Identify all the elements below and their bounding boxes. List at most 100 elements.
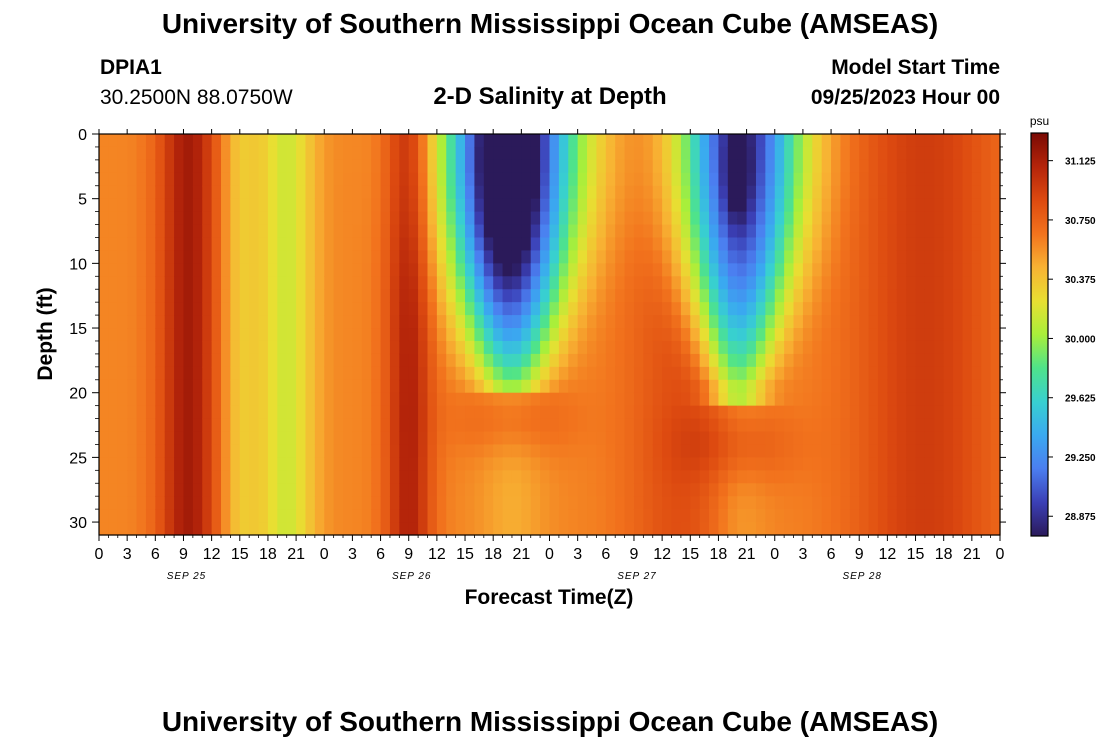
heatmap-cell bbox=[183, 172, 194, 187]
heatmap-cell bbox=[624, 431, 635, 446]
heatmap-cell bbox=[587, 483, 598, 497]
heatmap-cell bbox=[352, 470, 363, 484]
heatmap-cell bbox=[812, 328, 823, 342]
heatmap-cell bbox=[164, 237, 175, 252]
heatmap-cell bbox=[605, 379, 616, 394]
heatmap-cell bbox=[314, 302, 325, 316]
heatmap-cell bbox=[699, 483, 710, 497]
heatmap-cell bbox=[296, 470, 307, 484]
heatmap-cell bbox=[258, 289, 269, 303]
heatmap-cell bbox=[605, 470, 616, 484]
heatmap-cell bbox=[211, 522, 222, 536]
heatmap-cell bbox=[164, 379, 175, 394]
heatmap-cell bbox=[502, 418, 513, 433]
heatmap-cell bbox=[971, 237, 982, 252]
heatmap-cell bbox=[352, 302, 363, 316]
heatmap-cell bbox=[436, 431, 447, 446]
heatmap-cell bbox=[418, 379, 429, 394]
heatmap-cell bbox=[333, 211, 344, 226]
heatmap-cell bbox=[793, 146, 804, 161]
heatmap-cell bbox=[737, 211, 748, 226]
heatmap-cell bbox=[352, 496, 363, 510]
heatmap-cell bbox=[671, 405, 682, 420]
heatmap-cell bbox=[465, 483, 476, 497]
heatmap-cell bbox=[183, 328, 194, 342]
heatmap-cell bbox=[812, 379, 823, 394]
heatmap-cell bbox=[906, 211, 917, 226]
heatmap-cell bbox=[155, 405, 166, 420]
heatmap-cell bbox=[436, 211, 447, 226]
model-start-label: Model Start Time bbox=[831, 56, 1000, 79]
heatmap-cell bbox=[774, 185, 785, 200]
heatmap-cell bbox=[793, 366, 804, 381]
heatmap-cell bbox=[511, 509, 522, 523]
heatmap-cell bbox=[127, 431, 138, 446]
heatmap-cell bbox=[305, 289, 316, 303]
heatmap-cell bbox=[286, 444, 297, 458]
heatmap-cell bbox=[934, 250, 945, 264]
heatmap-cell bbox=[840, 366, 851, 381]
heatmap-cell bbox=[727, 315, 738, 329]
heatmap-cell bbox=[183, 470, 194, 484]
heatmap-cell bbox=[568, 483, 579, 497]
heatmap-cell bbox=[324, 289, 335, 303]
heatmap-cell bbox=[831, 289, 842, 303]
heatmap-cell bbox=[709, 250, 720, 264]
heatmap-cell bbox=[230, 405, 241, 420]
heatmap-cell bbox=[831, 276, 842, 290]
heatmap-cell bbox=[239, 250, 250, 264]
heatmap-cell bbox=[371, 198, 382, 213]
heatmap-cell bbox=[934, 276, 945, 290]
heatmap-cell bbox=[305, 172, 316, 187]
heatmap-cell bbox=[699, 263, 710, 277]
heatmap-cell bbox=[493, 263, 504, 277]
heatmap-cell bbox=[915, 470, 926, 484]
heatmap-cell bbox=[549, 483, 560, 497]
heatmap-cell bbox=[943, 134, 954, 148]
heatmap-cell bbox=[943, 159, 954, 174]
heatmap-cell bbox=[192, 470, 203, 484]
heatmap-cell bbox=[831, 522, 842, 536]
heatmap-cell bbox=[737, 315, 748, 329]
heatmap-cell bbox=[605, 496, 616, 510]
heatmap-cell bbox=[943, 483, 954, 497]
heatmap-cell bbox=[652, 315, 663, 329]
heatmap-cell bbox=[831, 405, 842, 420]
heatmap-cell bbox=[192, 353, 203, 368]
heatmap-cell bbox=[267, 444, 278, 458]
heatmap-cell bbox=[718, 172, 729, 187]
heatmap-cell bbox=[877, 522, 888, 536]
heatmap-cell bbox=[662, 224, 673, 239]
heatmap-cell bbox=[127, 315, 138, 329]
heatmap-cell bbox=[145, 366, 156, 381]
heatmap-cell bbox=[605, 483, 616, 497]
heatmap-cell bbox=[136, 185, 147, 200]
heatmap-cell bbox=[202, 444, 213, 458]
heatmap-cell bbox=[418, 444, 429, 458]
heatmap-cell bbox=[671, 146, 682, 161]
heatmap-cell bbox=[418, 276, 429, 290]
heatmap-cell bbox=[699, 328, 710, 342]
heatmap-cell bbox=[371, 159, 382, 174]
heatmap-cell bbox=[896, 315, 907, 329]
heatmap-cell bbox=[718, 379, 729, 394]
heatmap-cell bbox=[596, 418, 607, 433]
heatmap-cell bbox=[427, 483, 438, 497]
heatmap-cell bbox=[239, 444, 250, 458]
heatmap-cell bbox=[943, 366, 954, 381]
heatmap-cell bbox=[802, 405, 813, 420]
heatmap-cell bbox=[671, 315, 682, 329]
heatmap-cell bbox=[192, 457, 203, 471]
heatmap-cell bbox=[221, 522, 231, 536]
heatmap-cell bbox=[934, 302, 945, 316]
heatmap-cell bbox=[793, 483, 804, 497]
heatmap-cell bbox=[230, 418, 241, 433]
heatmap-cell bbox=[971, 185, 982, 200]
heatmap-cell bbox=[671, 522, 682, 536]
heatmap-cell bbox=[277, 509, 288, 523]
heatmap-cell bbox=[896, 522, 907, 536]
heatmap-cell bbox=[202, 509, 213, 523]
heatmap-cell bbox=[99, 483, 109, 497]
heatmap-cell bbox=[530, 172, 541, 187]
heatmap-cell bbox=[746, 353, 757, 368]
